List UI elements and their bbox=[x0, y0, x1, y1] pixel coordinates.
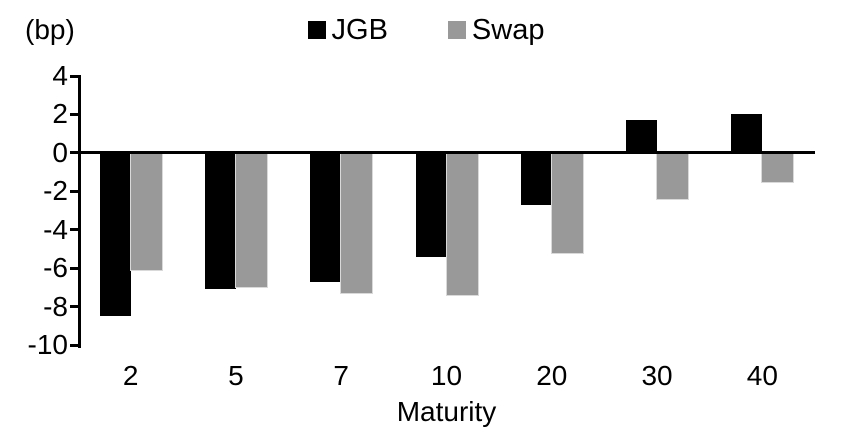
legend-item-jgb: JGB bbox=[307, 13, 388, 47]
legend-item-swap: Swap bbox=[447, 13, 545, 47]
x-tick-label-20: 20 bbox=[536, 360, 568, 391]
bar-jgb-2 bbox=[99, 152, 131, 317]
bar-swap-30 bbox=[657, 152, 689, 199]
bar-swap-2 bbox=[130, 152, 162, 271]
x-tick-label-30: 30 bbox=[641, 360, 673, 391]
x-tick-label-2: 2 bbox=[122, 360, 139, 391]
bar-swap-7 bbox=[341, 152, 373, 294]
bar-swap-40 bbox=[762, 152, 794, 182]
y-tick-label: -4 bbox=[43, 213, 68, 245]
x-tick-label-10: 10 bbox=[430, 360, 463, 391]
bar-jgb-30 bbox=[626, 120, 658, 153]
y-tick-label: -10 bbox=[27, 329, 68, 360]
x-tick-label-40: 40 bbox=[746, 360, 778, 391]
bar-swap-10 bbox=[446, 152, 478, 296]
y-axis-tick bbox=[70, 112, 79, 116]
y-axis-tick bbox=[70, 228, 79, 232]
swap-series-swatch-icon bbox=[447, 21, 466, 39]
bar-jgb-7 bbox=[310, 152, 342, 282]
y-axis-unit-label: (bp) bbox=[25, 14, 75, 45]
y-axis-tick bbox=[70, 74, 79, 78]
y-tick-label: -2 bbox=[43, 175, 68, 207]
y-tick-label: 2 bbox=[52, 98, 68, 130]
y-axis-tick bbox=[70, 266, 79, 270]
legend: JGB Swap bbox=[0, 12, 852, 48]
y-axis-line bbox=[78, 74, 81, 348]
legend-label-jgb: JGB bbox=[331, 13, 388, 46]
bar-jgb-10 bbox=[415, 152, 447, 257]
y-tick-label: 4 bbox=[52, 60, 68, 91]
y-axis-tick bbox=[70, 305, 79, 309]
y-axis-tick bbox=[70, 343, 79, 347]
bar-swap-20 bbox=[551, 152, 583, 253]
x-axis-title: Maturity bbox=[396, 396, 497, 427]
bar-jgb-5 bbox=[204, 152, 236, 290]
y-tick-label: -8 bbox=[43, 290, 68, 322]
x-tick-label-5: 5 bbox=[228, 360, 244, 391]
y-axis-tick bbox=[70, 151, 79, 155]
bar-jgb-20 bbox=[520, 152, 552, 205]
x-axis-zero-line bbox=[78, 151, 815, 155]
bar-jgb-40 bbox=[731, 114, 763, 153]
y-tick-label: 0 bbox=[52, 136, 68, 168]
bar-swap-5 bbox=[235, 152, 267, 288]
legend-label-swap: Swap bbox=[471, 13, 545, 46]
y-tick-label: -6 bbox=[43, 252, 68, 284]
y-axis-tick bbox=[70, 189, 79, 193]
jgb-series-swatch-icon bbox=[307, 21, 326, 39]
x-tick-label-7: 7 bbox=[333, 360, 349, 391]
